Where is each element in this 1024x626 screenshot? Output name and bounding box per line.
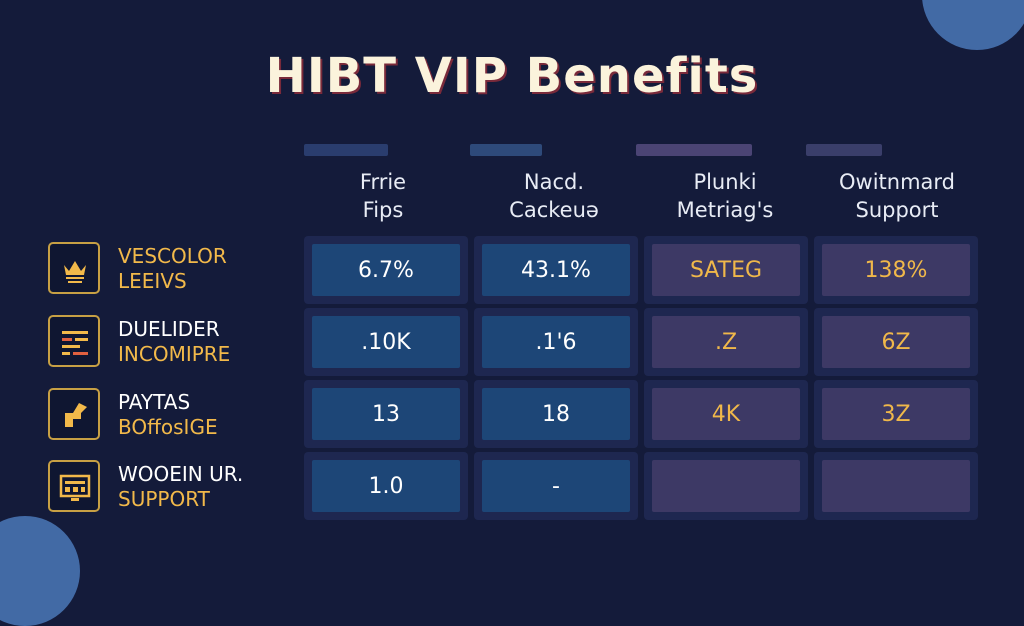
header-accent-bar — [806, 144, 882, 156]
row-label-line1: DUELIDER — [118, 317, 220, 341]
table-cell: .Z — [652, 316, 800, 368]
table-cell-frame: .Z — [644, 308, 808, 376]
column-header: Nacd. Cackeuə — [469, 168, 639, 224]
monitor-icon — [48, 460, 100, 512]
table-cell: .1'6 — [482, 316, 630, 368]
chart-bars-icon — [48, 315, 100, 367]
table-cell: 13 — [312, 388, 460, 440]
column-header-line1: Owitnmard — [838, 170, 955, 194]
table-cell-frame: 43.1% — [474, 236, 638, 304]
table-cell: 43.1% — [482, 244, 630, 296]
table-cell: SATEG — [652, 244, 800, 296]
row-label-line2: SUPPORT — [118, 487, 210, 511]
column-header: Plunki Metriag's — [640, 168, 810, 224]
table-cell-frame: 18 — [474, 380, 638, 448]
table-cell-frame: 6.7% — [304, 236, 468, 304]
decorative-circle-top-right — [922, 0, 1024, 50]
column-header-line1: Frrie — [359, 170, 407, 194]
table-cell: - — [482, 460, 630, 512]
table-cell — [822, 460, 970, 512]
column-header: Owitnmard Support — [812, 168, 982, 224]
table-cell-frame: .10K — [304, 308, 468, 376]
row-label-line1: VESCOLOR — [118, 244, 227, 268]
header-accent-bar — [636, 144, 752, 156]
column-header-line2: Fips — [362, 198, 404, 222]
table-cell-frame: .1'6 — [474, 308, 638, 376]
row-label-line2: INCOMIPRE — [118, 342, 231, 366]
row-label-line1: WOOEIN UR. — [118, 462, 244, 486]
table-cell: 4K — [652, 388, 800, 440]
table-cell-frame: SATEG — [644, 236, 808, 304]
table-cell-frame: 138% — [814, 236, 978, 304]
table-cell: 138% — [822, 244, 970, 296]
decorative-circle-bottom-left — [0, 516, 80, 626]
table-cell-frame: 3Z — [814, 380, 978, 448]
table-cell: 18 — [482, 388, 630, 440]
table-cell: .10K — [312, 316, 460, 368]
row-label-line2: BOffosIGE — [118, 415, 218, 439]
table-cell-frame: 6Z — [814, 308, 978, 376]
row-label-line1: PAYTAS — [118, 390, 191, 414]
table-cell — [652, 460, 800, 512]
table-cell-frame — [644, 452, 808, 520]
column-header-line2: Metriag's — [676, 198, 774, 222]
header-accent-bar — [304, 144, 388, 156]
table-cell: 1.0 — [312, 460, 460, 512]
column-header-line2: Support — [855, 198, 939, 222]
table-cell-frame: 4K — [644, 380, 808, 448]
column-header-line1: Nacd. — [523, 170, 585, 194]
page-title: HIBT VIP Benefits — [265, 48, 759, 104]
header-accent-bar — [470, 144, 542, 156]
column-header: Frrie Fips — [298, 168, 468, 224]
table-cell-frame — [814, 452, 978, 520]
row-label-line2: LEEIVS — [118, 269, 187, 293]
column-header-line2: Cackeuə — [509, 198, 599, 222]
table-cell-frame: - — [474, 452, 638, 520]
table-cell-frame: 1.0 — [304, 452, 468, 520]
table-cell-frame: 13 — [304, 380, 468, 448]
arrow-icon — [48, 388, 100, 440]
table-cell: 3Z — [822, 388, 970, 440]
table-cell: 6Z — [822, 316, 970, 368]
table-cell: 6.7% — [312, 244, 460, 296]
column-header-line1: Plunki — [693, 170, 757, 194]
crown-icon — [48, 242, 100, 294]
